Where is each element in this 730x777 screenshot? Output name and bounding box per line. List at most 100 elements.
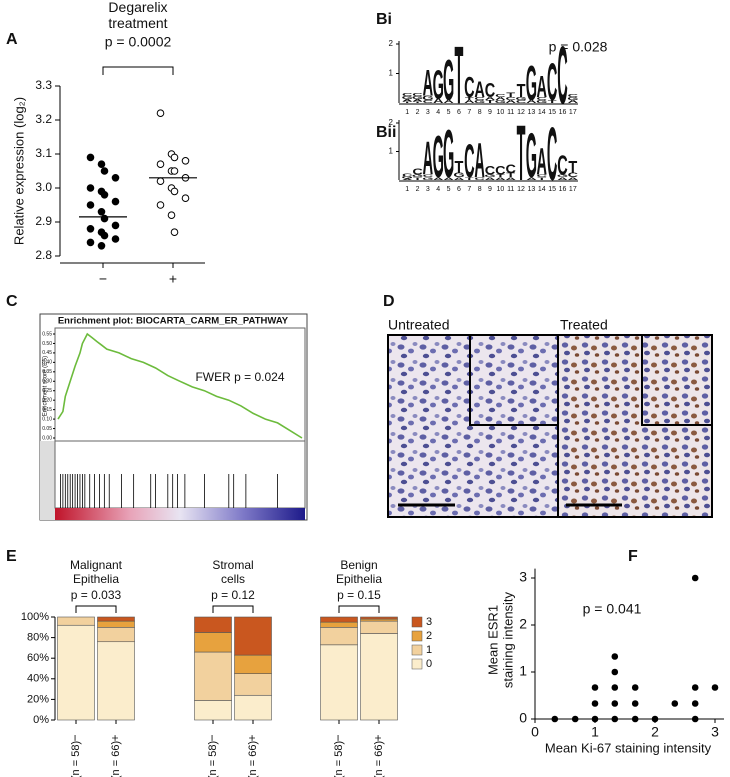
data-point [100,231,109,240]
logo-letter: C [557,149,567,180]
logo-letter: A [495,97,506,102]
image-label: Untreated [388,317,449,333]
logo-letter: A [505,177,516,181]
sample-size: (n = 66) [373,741,385,777]
data-point [156,177,165,185]
data-point [671,700,679,707]
logo-letter: C [485,164,496,177]
x-tick-label: 8 [478,109,482,116]
x-tick-label: 14 [538,186,546,193]
annotation: p = 0.12 [211,588,255,602]
x-tick-label: 17 [569,186,577,193]
chart-title: Enrichment plot: BIOCARTA_CARM_ER_PATHWA… [58,316,289,327]
sample-size: (n = 66) [110,741,122,777]
bracket [102,66,174,75]
legend-swatch [411,644,423,656]
logo-letter: G [402,176,413,179]
x-tick-label: 5 [447,186,451,193]
logo-letter: T [496,174,506,178]
panel-label: Bii [376,124,396,141]
x-tick-label: 0 [531,724,539,740]
logo-letter: T [455,31,464,122]
legend-label: 1 [426,644,432,656]
y-tick-label: 0.40 [42,360,52,366]
annotation: p = 0.041 [583,601,642,617]
x-tick-label: 15 [548,109,556,116]
logo-letter: A [433,177,444,181]
bar-segment [97,620,135,628]
x-tick-label: 11 [507,109,514,116]
panel-label: Bi [376,11,392,28]
legend-swatch [411,616,423,628]
x-tick-label: 12 [517,109,525,116]
sample-size: (n = 58) [333,741,345,777]
y-tick-label: 3.3 [35,78,52,92]
data-point [156,160,165,168]
es-line [57,332,303,439]
x-tick-label: 16 [559,186,567,193]
data-point [591,684,599,691]
logo-letter: A [557,177,568,181]
data-point [651,715,659,723]
x-tick-label: + [245,734,259,741]
data-point [111,197,120,206]
y-tick-label: 0% [33,714,49,726]
rug-side [40,441,55,520]
x-tick-label: 9 [488,109,492,116]
x-tick-label: − [99,271,107,287]
logo-letter: A [495,177,506,181]
y-tick-label: 1 [519,663,527,679]
data-point [611,684,619,691]
bar-segment [97,641,135,721]
logo-letter: A [485,97,496,102]
logo-letter: T [506,172,515,178]
bar-segment [57,616,95,626]
y-tick-label: 3.0 [35,180,52,194]
data-point [111,174,120,182]
data-point [156,201,165,209]
x-tick-label: 6 [457,186,461,193]
data-point [711,684,719,691]
panel-label: C [6,293,18,310]
logo-letter: C [495,164,506,177]
bar-segment [194,632,232,653]
logo-letter: C [474,177,485,181]
logo-letter: G [443,118,454,193]
logo-letter: T [568,158,577,178]
y-tick-label: 0 [519,710,527,726]
logo-letter: C [516,100,527,105]
logo-letter: T [548,100,558,105]
logo-letter: G [567,97,578,102]
logo-letter: T [413,177,423,181]
data-point [167,211,176,219]
x-tick-label: 5 [447,109,451,116]
x-tick-label: 11 [507,186,514,193]
x-tick-label: + [169,271,177,287]
x-tick-label: 12 [517,186,525,193]
logo-letter: C [423,174,434,178]
logo-letter: T [537,177,547,181]
y-axis-label: Enrichment score (ES) [43,356,49,416]
data-point [691,700,699,707]
logo-letter: T [465,97,475,102]
data-point [571,715,579,723]
bar-segment [97,616,135,622]
y-tick-label: 0.45 [42,350,52,356]
logo-letter: A [433,98,443,105]
y-axis-label: Relative expression (log₂) [11,97,26,245]
x-tick-label: 17 [569,109,577,116]
logo-letter: T [506,92,515,99]
x-tick-label: 4 [436,109,440,116]
logo-letter: G [526,55,537,111]
x-tick-label: 1 [591,724,599,740]
inset-untreated [469,334,559,426]
bar-segment [57,624,95,721]
logo-letter: G [422,177,433,181]
y-tick-label: 2 [519,616,527,632]
data-point [611,653,619,660]
bar-segment [234,694,272,721]
y-tick-label: 2 [389,118,394,127]
rank-colorbar [55,508,305,520]
y-tick-label: 0.20 [42,398,52,404]
logo-letter: G [412,174,423,178]
